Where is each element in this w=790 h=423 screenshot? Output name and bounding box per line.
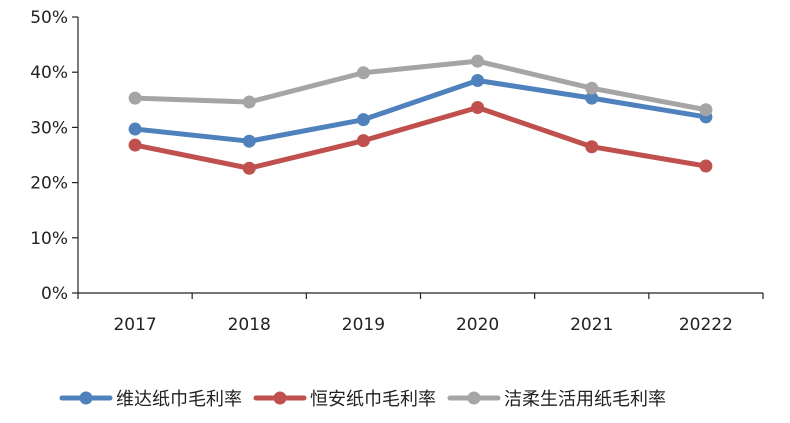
data-point <box>471 54 485 68</box>
data-point <box>356 66 370 80</box>
y-tick-label: 10% <box>30 229 68 249</box>
series-3 <box>128 54 713 117</box>
data-point <box>128 122 142 136</box>
series-line <box>132 58 709 113</box>
legend-label: 洁柔生活用纸毛利率 <box>504 389 666 410</box>
data-point <box>242 134 256 148</box>
data-point <box>585 91 599 105</box>
data-point <box>585 81 599 95</box>
y-tick-label: 40% <box>30 63 68 83</box>
legend-item-2: 恒安纸巾毛利率 <box>253 389 436 410</box>
series-1 <box>128 73 713 148</box>
data-point <box>356 134 370 148</box>
x-tick-label: 2017 <box>113 315 156 335</box>
y-tick-label: 30% <box>30 118 68 138</box>
y-tick-label: 50% <box>30 8 68 28</box>
x-tick-label: 2020 <box>456 315 499 335</box>
legend: 维达纸巾毛利率 恒安纸巾毛利率 洁柔生活用纸毛利率 <box>59 389 666 410</box>
legend-item-1: 维达纸巾毛利率 <box>59 389 242 410</box>
legend-marker <box>273 391 287 405</box>
data-point <box>585 140 599 154</box>
series-2 <box>128 101 713 175</box>
series-line <box>132 105 709 171</box>
y-tick-label: 0% <box>41 284 68 304</box>
data-point <box>356 113 370 127</box>
y-tick-label: 20% <box>30 174 68 194</box>
legend-label: 维达纸巾毛利率 <box>116 389 242 410</box>
data-point <box>128 91 142 105</box>
data-point <box>699 103 713 117</box>
x-tick-label: 2021 <box>570 315 613 335</box>
data-point <box>242 95 256 109</box>
data-point <box>242 161 256 175</box>
data-point <box>471 101 485 115</box>
series-layer <box>128 54 713 175</box>
legend-item-3: 洁柔生活用纸毛利率 <box>447 389 666 410</box>
legend-marker <box>467 391 481 405</box>
legend-label: 恒安纸巾毛利率 <box>310 389 436 410</box>
data-point <box>699 159 713 173</box>
x-tick-label: 2019 <box>342 315 385 335</box>
x-tick-labels: 2017 2018 2019 2020 2021 20222 <box>77 293 764 335</box>
legend-marker <box>79 391 93 405</box>
x-tick-label: 20222 <box>679 315 733 335</box>
x-tick-label: 2018 <box>228 315 271 335</box>
y-tick-labels: 0% 10% 20% 30% 40% 50% <box>30 8 78 304</box>
data-point <box>128 138 142 152</box>
series-line <box>132 77 709 144</box>
data-point <box>471 73 485 87</box>
